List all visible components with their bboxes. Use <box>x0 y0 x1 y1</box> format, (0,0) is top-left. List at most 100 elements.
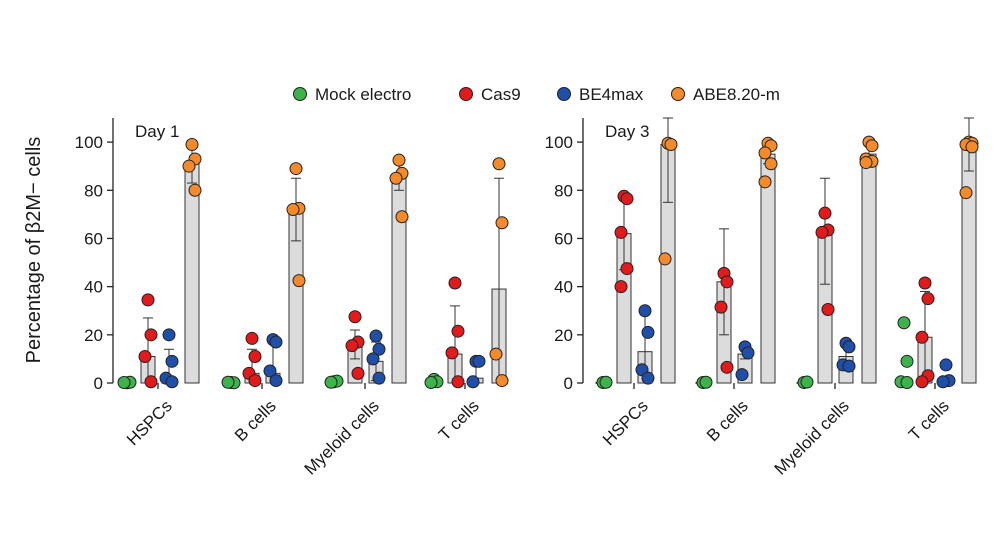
data-point-series-2 <box>741 346 755 360</box>
group-hspcs <box>595 117 678 390</box>
y-tick-label-80: 80 <box>84 181 103 200</box>
data-point-series-3 <box>859 156 873 170</box>
data-point-series-1 <box>351 366 365 380</box>
data-point-series-1 <box>248 374 262 388</box>
panel-2: 0 20 40 60 80 100 Day 3 HSPCs B cells Myeloid cel… <box>545 117 979 479</box>
data-point-series-3 <box>188 183 202 197</box>
data-point-series-0 <box>897 316 911 330</box>
data-point-series-1 <box>138 350 152 363</box>
y-axis-title: Percentage of β2M− cells <box>23 137 45 364</box>
y-tick-label-20: 20 <box>84 326 103 345</box>
data-point-series-2 <box>165 375 179 389</box>
data-point-series-0 <box>221 375 235 389</box>
x-tick-label: B cells <box>231 396 280 445</box>
data-point-series-1 <box>248 350 262 363</box>
data-point-series-3 <box>758 146 772 160</box>
panel-1: 0 20 40 60 80 100 Day 1 HSPCs B cells Myeloid cel… <box>75 118 509 479</box>
data-point-series-3 <box>389 171 403 185</box>
legend-swatch-0 <box>293 87 307 101</box>
group-myeloid-cells <box>796 135 879 390</box>
y-tick-label-0: 0 <box>564 374 573 393</box>
data-point-series-2 <box>641 371 655 385</box>
data-point-series-1 <box>445 346 459 360</box>
x-tick-label: Myeloid cells <box>771 396 853 478</box>
data-point-series-0 <box>599 375 613 389</box>
y-tick-label-40: 40 <box>554 278 573 297</box>
data-point-series-2 <box>735 368 749 382</box>
data-point-series-1 <box>614 280 628 294</box>
data-point-series-2 <box>165 354 179 368</box>
legend-label-3: ABE8.20-m <box>693 85 780 104</box>
legend-label-2: BE4max <box>579 85 644 104</box>
x-tick-label: B cells <box>703 396 752 445</box>
x-tick-label: Myeloid cells <box>301 396 383 478</box>
data-point-series-1 <box>144 375 158 389</box>
data-point-series-1 <box>451 324 465 338</box>
data-point-series-3 <box>758 175 772 189</box>
data-point-series-2 <box>162 328 176 342</box>
data-point-series-1 <box>448 276 462 290</box>
legend: Mock electro Cas9 BE4max ABE8.20-m <box>293 85 780 104</box>
data-point-series-2 <box>269 335 283 349</box>
data-point-series-1 <box>720 360 734 374</box>
y-tick-label-100: 100 <box>75 133 103 152</box>
data-point-series-2 <box>936 375 950 389</box>
data-point-series-3 <box>965 140 979 154</box>
data-point-series-1 <box>714 300 728 314</box>
data-point-series-3 <box>495 374 509 388</box>
y-tick-label-20: 20 <box>554 326 573 345</box>
data-point-series-2 <box>472 354 486 368</box>
group-hspcs <box>117 138 202 390</box>
data-point-series-3 <box>959 186 973 200</box>
data-point-series-3 <box>492 157 506 171</box>
data-point-series-3 <box>185 138 199 151</box>
group-t-cells <box>424 157 509 390</box>
data-point-series-1 <box>818 206 832 220</box>
legend-swatch-3 <box>671 87 685 101</box>
bar-series-3 <box>391 175 407 384</box>
data-point-series-2 <box>939 358 953 372</box>
data-point-series-2 <box>842 359 856 373</box>
group-t-cells <box>894 117 979 390</box>
data-point-series-1 <box>915 375 929 389</box>
data-point-series-0 <box>900 354 914 368</box>
data-point-series-3 <box>489 347 503 361</box>
data-point-series-1 <box>821 303 835 317</box>
bar-series-3 <box>184 163 200 384</box>
y-tick-label-60: 60 <box>554 229 573 248</box>
data-point-series-2 <box>641 325 655 339</box>
data-point-series-3 <box>292 274 306 288</box>
data-point-series-1 <box>345 339 359 353</box>
data-point-series-1 <box>451 375 465 389</box>
data-point-series-1 <box>720 275 734 289</box>
data-point-series-1 <box>620 262 634 276</box>
legend-swatch-2 <box>557 87 571 101</box>
legend-label-0: Mock electro <box>315 85 411 104</box>
data-point-series-0 <box>424 376 438 390</box>
data-point-series-1 <box>348 310 362 324</box>
data-point-series-1 <box>921 292 935 306</box>
y-tick-label-60: 60 <box>84 229 103 248</box>
data-point-series-2 <box>369 329 383 343</box>
data-point-series-1 <box>141 293 155 307</box>
group-myeloid-cells <box>324 153 409 389</box>
legend-swatch-1 <box>459 87 473 101</box>
panel-title: Day 1 <box>135 122 179 141</box>
data-point-series-2 <box>263 364 277 378</box>
data-point-series-0 <box>117 376 131 390</box>
data-point-series-3 <box>286 203 300 217</box>
group-b-cells <box>695 136 778 390</box>
data-point-series-2 <box>372 342 386 356</box>
legend-label-1: Cas9 <box>481 85 521 104</box>
data-point-series-2 <box>466 375 480 389</box>
data-point-series-2 <box>366 352 380 366</box>
data-point-series-2 <box>842 340 856 354</box>
x-tick-label: T cells <box>435 396 483 444</box>
data-point-series-3 <box>664 138 678 151</box>
data-point-series-1 <box>245 331 259 345</box>
data-point-series-1 <box>915 330 929 344</box>
data-point-series-1 <box>144 328 158 342</box>
data-point-series-2 <box>269 374 283 388</box>
data-point-series-0 <box>900 376 914 390</box>
